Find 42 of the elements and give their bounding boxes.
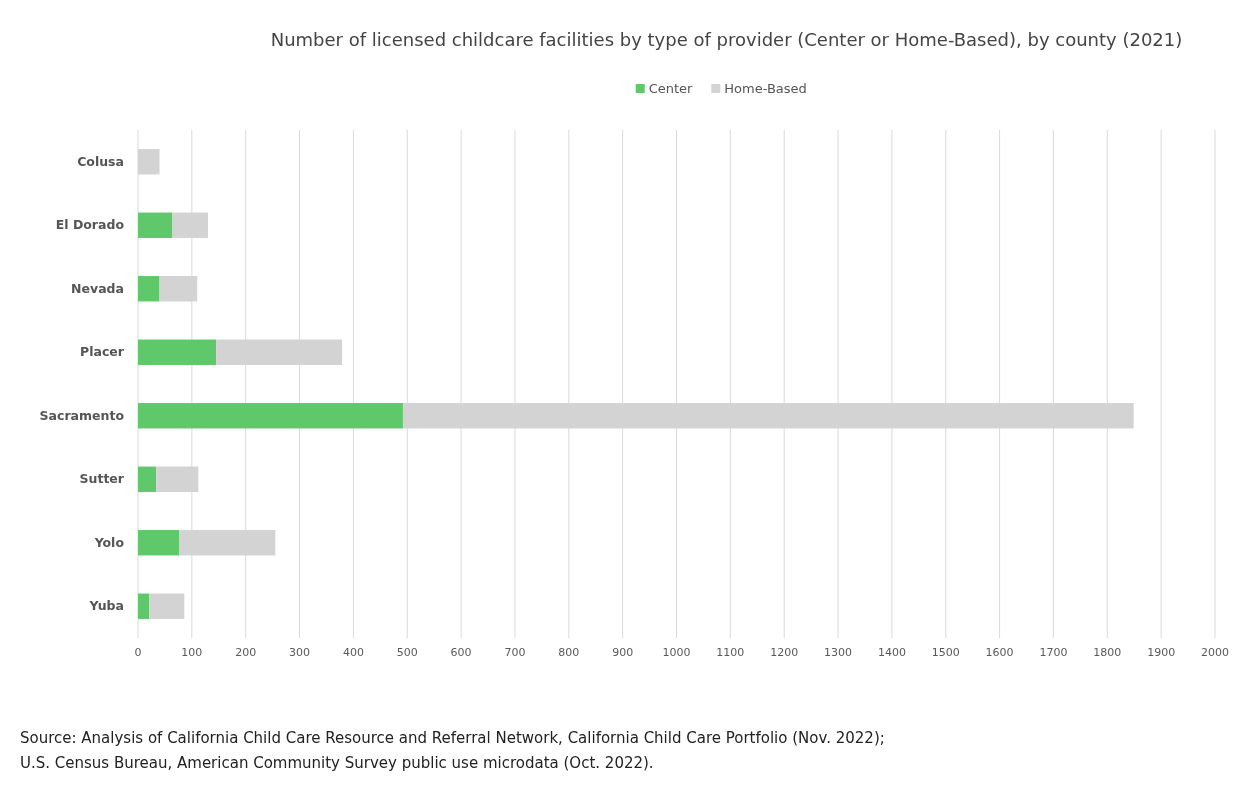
bar	[138, 593, 150, 619]
y-tick-label: Placer	[80, 344, 125, 360]
x-tick-label: 900	[612, 646, 634, 659]
y-tick-label: Colusa	[77, 153, 124, 169]
x-tick-label: 1700	[1039, 646, 1068, 659]
x-tick-label: 1500	[931, 646, 960, 659]
y-tick-label: Sutter	[79, 471, 125, 487]
y-tick-label: El Dorado	[55, 217, 125, 233]
bar	[138, 403, 403, 429]
x-tick-label: 600	[450, 646, 472, 659]
chart-title: Number of licensed childcare facilities by type of provider (Center or Home-Based), by county (2021)	[270, 29, 1183, 50]
bar	[138, 466, 157, 492]
text: U.S. Census Bureau, American Community Survey public use microdata (Oct. 2022).	[20, 754, 654, 772]
source-note: Source: Analysis of California Child Care Resource and Referral Network, California Child Care Portfolio (Nov. 2022);	[20, 729, 885, 747]
x-tick-label: 0	[134, 646, 142, 659]
x-tick-label: 1200	[770, 646, 799, 659]
x-tick-label: 1800	[1093, 646, 1122, 659]
x-tick-label: 2000	[1201, 646, 1229, 659]
x-tick-label: 200	[235, 646, 257, 659]
x-tick-label: 700	[504, 646, 526, 659]
legend-label: Home-Based	[724, 81, 807, 96]
y-tick-label: Yuba	[88, 598, 124, 614]
x-tick-label: 1600	[985, 646, 1014, 659]
bar	[138, 530, 180, 556]
bar	[138, 339, 217, 365]
x-tick-label: 1300	[824, 646, 853, 659]
x-tick-label: 500	[396, 646, 418, 659]
y-tick-label: Yolo	[93, 534, 125, 550]
x-tick-label: 1400	[877, 646, 906, 659]
x-tick-label: 1000	[662, 646, 691, 659]
bar	[149, 593, 185, 619]
y-tick-label: Sacramento	[39, 407, 125, 423]
x-tick-label: 100	[181, 646, 203, 659]
x-tick-label: 1900	[1147, 646, 1176, 659]
x-tick-label: 400	[342, 646, 364, 659]
x-tick-label: 1100	[716, 646, 745, 659]
bar	[138, 212, 173, 238]
bar	[138, 276, 160, 302]
x-tick-label: 300	[289, 646, 311, 659]
legend-label: Center	[648, 81, 694, 96]
x-tick-label: 800	[558, 646, 580, 659]
y-tick-label: Nevada	[71, 280, 124, 296]
